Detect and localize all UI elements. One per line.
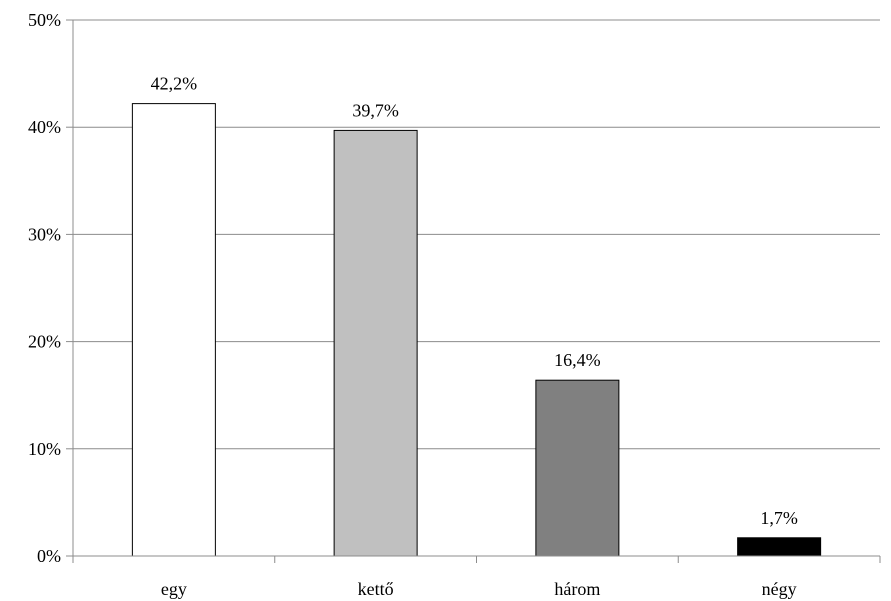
data-label: 16,4% [554, 350, 601, 370]
y-tick-label: 10% [28, 439, 61, 459]
x-tick-label: három [554, 579, 600, 599]
x-tick-label: négy [762, 579, 797, 599]
data-label: 39,7% [352, 100, 399, 120]
bar [131, 103, 216, 557]
bar [535, 379, 620, 557]
x-tick-label: kettő [358, 579, 394, 599]
y-tick-label: 0% [37, 546, 61, 566]
bars [131, 103, 822, 557]
bar [737, 537, 822, 557]
y-tick-label: 40% [28, 117, 61, 137]
data-label: 1,7% [760, 508, 798, 528]
labels: 0% 10% 20% 30% 40% 50% 42,2% egy 39,7% kettő 16,4%… [28, 10, 798, 599]
y-tick-label: 30% [28, 224, 61, 244]
x-tick-label: egy [161, 579, 187, 599]
axes [66, 19, 881, 563]
y-tick-label: 20% [28, 332, 61, 352]
data-label: 42,2% [151, 74, 198, 94]
y-tick-label: 50% [28, 10, 61, 30]
bar [333, 129, 418, 557]
